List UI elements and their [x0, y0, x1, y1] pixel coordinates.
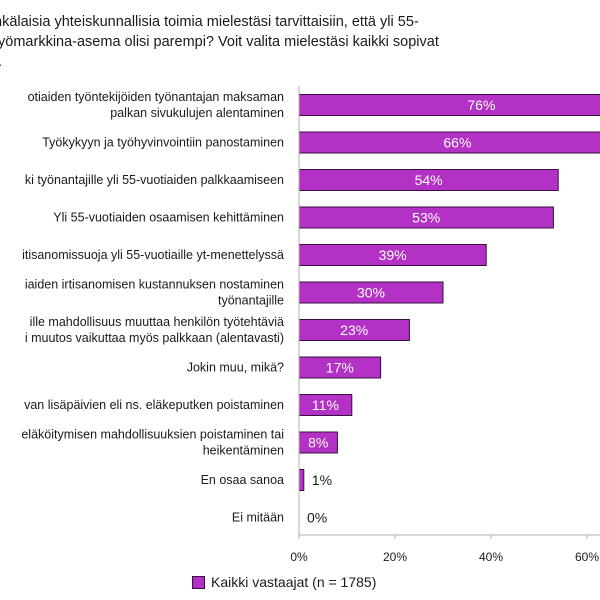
chart-title: nkälaisia yhteiskunnallisia toimia miele…: [0, 14, 439, 70]
data-label: 23%: [340, 322, 368, 338]
bar: [298, 94, 600, 116]
data-label: 17%: [326, 360, 354, 376]
category-label: ki työnantajille yli 55-vuotiaiden palkk…: [25, 173, 284, 187]
category-label: otiaiden työntekijöiden työnantajan maks…: [28, 90, 284, 104]
data-label: 1%: [312, 472, 332, 488]
category-label: palkan sivukulujen alentaminen: [110, 106, 284, 120]
category-label: Ei mitään: [232, 511, 284, 525]
category-label: En osaa sanoa: [201, 473, 284, 487]
category-label: Jokin muu, mikä?: [187, 361, 284, 375]
data-label: 0%: [307, 510, 327, 526]
x-tick-label: 40%: [479, 550, 503, 564]
legend-swatch: [192, 575, 205, 589]
category-label: heikentäminen: [203, 444, 284, 458]
category-label: iaiden irtisanomisen kustannuksen nostam…: [25, 278, 284, 292]
category-label: i muutos vaikuttaa myös palkkaan (alenta…: [25, 331, 284, 345]
category-label: Työkykyyn ja työhyvinvointiin panostamin…: [42, 136, 284, 150]
bar: [298, 469, 305, 491]
data-label: 11%: [312, 397, 339, 413]
data-label: 54%: [415, 172, 443, 188]
category-label: Yli 55-vuotiaiden osaamisen kehittäminen: [53, 211, 284, 225]
x-tick-label: 60%: [575, 550, 599, 564]
category-label: van lisäpäivien eli ns. eläkeputken pois…: [24, 398, 284, 412]
data-label: 53%: [412, 210, 440, 226]
category-label: itisanomissuoja yli 55-vuotiaille yt-men…: [22, 248, 284, 262]
category-label: ille mahdollisuus muuttaa henkilön työte…: [30, 315, 284, 329]
x-tick-label: 20%: [383, 550, 407, 564]
category-label: työnantajille: [218, 294, 284, 308]
data-label: 8%: [308, 435, 328, 451]
data-label: 39%: [379, 247, 407, 263]
data-label: 30%: [357, 285, 385, 301]
legend: Kaikki vastaajat (n = 1785): [192, 572, 376, 592]
category-label: eläköitymisen mahdollisuuksien poistamin…: [21, 428, 284, 442]
x-tick-label: 0%: [290, 550, 308, 564]
data-label: 76%: [467, 97, 495, 113]
legend-label: Kaikki vastaajat (n = 1785): [211, 574, 377, 590]
data-label: 66%: [443, 135, 471, 151]
